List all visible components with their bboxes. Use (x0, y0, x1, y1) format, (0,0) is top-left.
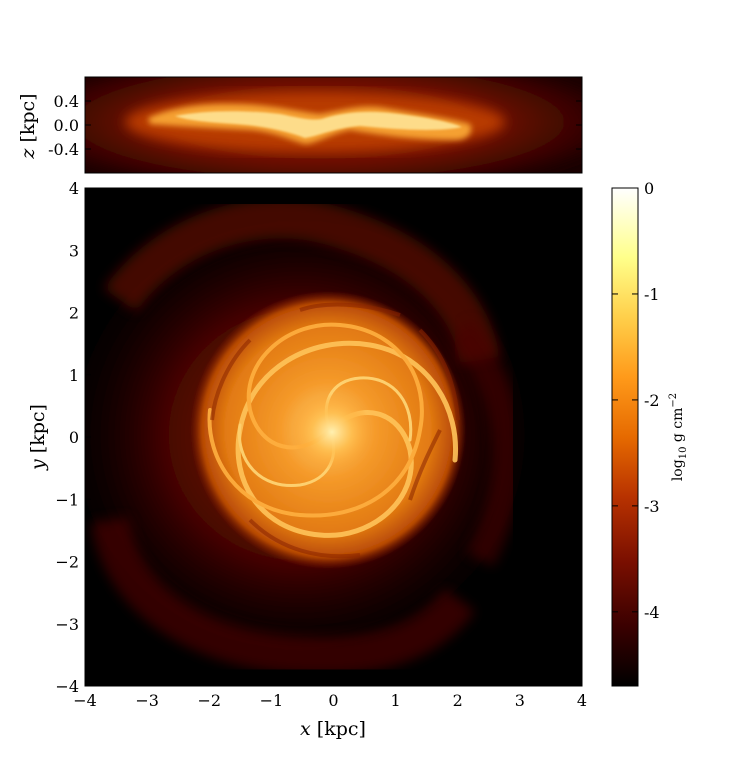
face-on-x-tick-label: 3 (515, 691, 525, 710)
colorbar-ticks: 0 -1 -2 -3 -4 (612, 179, 660, 622)
face-on-y-tick-label: 2 (69, 304, 79, 323)
colorbar-tick-label: 0 (644, 179, 654, 198)
face-on-x-tick-label: 1 (391, 691, 401, 710)
face-on-y-tick-label: 0 (69, 428, 79, 447)
face-on-y-tick-label: 1 (69, 366, 79, 385)
face-on-y-tick-label: −1 (55, 490, 79, 509)
face-on-x-tick-label: −3 (135, 691, 159, 710)
colorbar-frame (611, 187, 639, 687)
face-on-y-axis-label: y [kpc] (27, 404, 49, 471)
face-on-x-ticks: −4 −3 −2 −1 0 1 2 3 4 (73, 188, 587, 710)
face-on-x-tick-label: 0 (328, 691, 338, 710)
edge-on-y-tick-label: 0.0 (54, 116, 79, 135)
edge-on-panel (85, 77, 582, 173)
face-on-x-axis-label: x [kpc] (300, 718, 366, 740)
edge-on-y-tick-label: -0.4 (48, 140, 79, 159)
face-on-y-tick-label: 3 (69, 241, 79, 260)
face-on-x-tick-label: 2 (453, 691, 463, 710)
face-on-x-tick-label: 4 (577, 691, 587, 710)
face-on-x-tick-label: −2 (197, 691, 221, 710)
colorbar-tick-label: -2 (644, 391, 660, 410)
edge-on-y-axis-label: z [kpc] (17, 93, 39, 159)
edge-on-y-ticks: 0.4 0.0 -0.4 (48, 92, 582, 159)
edge-on-y-tick-label: 0.4 (54, 92, 79, 111)
face-on-y-tick-label: −2 (55, 553, 79, 572)
face-on-y-tick-label: −4 (55, 677, 79, 696)
colorbar-gradient (612, 188, 638, 686)
colorbar: 0 -1 -2 -3 -4 log10 g cm−2 (611, 179, 689, 687)
face-on-x-tick-label: −4 (73, 691, 97, 710)
face-on-y-tick-label: −3 (55, 615, 79, 634)
face-on-x-tick-label: −1 (260, 691, 284, 710)
face-on-y-ticks: 4 3 2 1 0 −1 −2 −3 −4 (55, 179, 582, 696)
face-on-panel (85, 188, 582, 686)
colorbar-label: log10 g cm−2 (668, 393, 689, 481)
face-on-y-tick-label: 4 (69, 179, 79, 198)
colorbar-tick-label: -4 (644, 603, 660, 622)
colorbar-tick-label: -1 (644, 285, 660, 304)
colorbar-tick-label: -3 (644, 497, 660, 516)
